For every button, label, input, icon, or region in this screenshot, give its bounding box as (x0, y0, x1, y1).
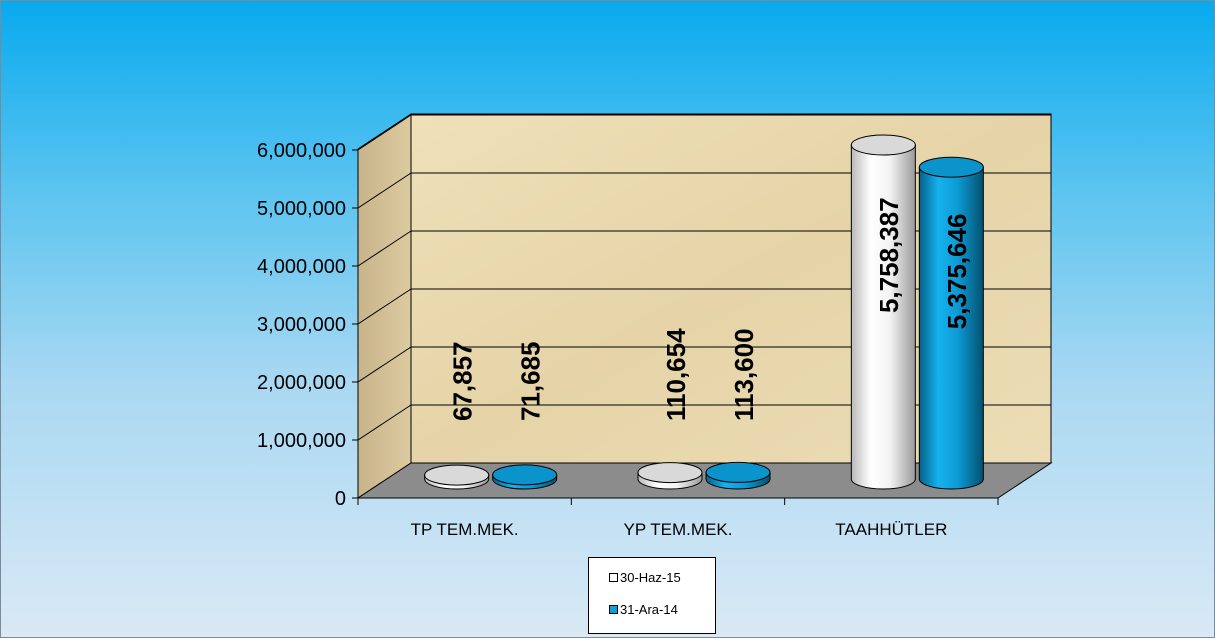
x-axis: TP TEM.MEK. YP TEM.MEK. TAAHHÜTLER (357, 497, 999, 539)
data-label: 5,375,646 (942, 214, 972, 330)
x-tick-label: YP TEM.MEK. (624, 520, 733, 539)
x-tick-label: TP TEM.MEK. (411, 520, 519, 539)
data-label: 67,857 (448, 341, 478, 421)
y-tick-label: 1,000,000 (257, 430, 346, 452)
y-tick-label: 5,000,000 (257, 198, 346, 220)
bar-blue (705, 461, 771, 490)
bar-top (424, 464, 490, 486)
y-axis: 0 1,000,000 2,000,000 3,000,000 4,000,000 5,0… (257, 140, 359, 510)
bar-top (850, 134, 916, 156)
bar-blue (492, 464, 558, 490)
bar-top (705, 461, 771, 483)
legend-swatch-white (609, 573, 618, 582)
bar-white (637, 462, 703, 490)
y-tick-label: 4,000,000 (257, 256, 346, 278)
gridline-side (357, 288, 412, 325)
y-tick-label: 3,000,000 (257, 314, 346, 336)
bar-top (918, 156, 984, 178)
y-tick-label: 0 (335, 488, 346, 510)
data-label: 5,758,387 (874, 197, 904, 313)
data-label: 71,685 (516, 341, 546, 421)
legend-label: 31-Ara-14 (620, 602, 678, 617)
data-labels: 67,857 71,685 110,654 113,600 5,758,387 5,375… (448, 197, 973, 421)
bar-body (850, 144, 916, 490)
gridline-side (357, 230, 412, 267)
legend-item-series-2: 31-Ara-14 (609, 602, 678, 617)
gridline-side (357, 346, 412, 383)
data-label: 110,654 (661, 328, 691, 421)
y-tick-label: 6,000,000 (257, 140, 346, 162)
chart-bars (424, 134, 984, 490)
y-tick-label: 2,000,000 (257, 372, 346, 394)
bar-top (637, 462, 703, 484)
bar-top (492, 464, 558, 486)
bar-white (424, 464, 490, 490)
legend-item-series-1: 30-Haz-15 (609, 570, 681, 585)
legend-swatch-blue (609, 605, 618, 614)
gridline-side (357, 114, 412, 151)
legend: 30-Haz-15 31-Ara-14 (588, 557, 716, 634)
gridline-side (357, 172, 412, 209)
bar-body (918, 166, 984, 490)
bar-blue (918, 156, 984, 490)
legend-label: 30-Haz-15 (620, 570, 681, 585)
gridline-side (357, 404, 412, 441)
data-label: 113,600 (729, 328, 759, 421)
bar-white (850, 134, 916, 490)
x-tick-label: TAAHHÜTLER (835, 520, 947, 539)
